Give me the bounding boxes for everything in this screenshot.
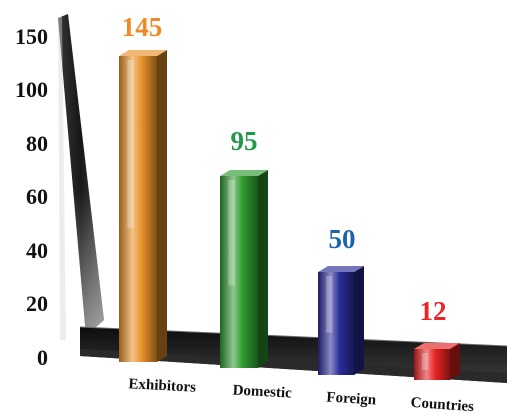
bar-domestic bbox=[220, 170, 268, 368]
value-labels: 145 95 50 12 bbox=[122, 12, 447, 326]
bar-front-face bbox=[220, 176, 258, 368]
y-tick-label: 20 bbox=[26, 291, 48, 316]
bar-highlight bbox=[127, 60, 135, 229]
bar-top-face bbox=[220, 170, 268, 176]
value-label: 145 bbox=[122, 12, 163, 42]
category-label: Foreign bbox=[326, 390, 377, 409]
bar-side-face bbox=[450, 343, 460, 380]
bar-top-face bbox=[318, 266, 364, 272]
bars bbox=[119, 50, 460, 380]
y-tick-label: 60 bbox=[26, 184, 48, 209]
y-tick-label: 0 bbox=[37, 345, 48, 370]
value-label: 50 bbox=[329, 224, 356, 254]
value-label: 95 bbox=[231, 126, 258, 156]
bar-foreign bbox=[318, 266, 364, 375]
bar-side-face bbox=[258, 170, 268, 368]
y-tick-label: 150 bbox=[15, 24, 48, 49]
bar-front-face bbox=[318, 272, 354, 375]
y-tick-label: 80 bbox=[26, 131, 48, 156]
category-label: Domestic bbox=[232, 382, 292, 401]
value-label: 12 bbox=[420, 296, 447, 326]
bar-highlight bbox=[228, 180, 236, 286]
bar-side-face bbox=[157, 50, 167, 362]
bar-highlight bbox=[325, 276, 333, 333]
bar-top-face bbox=[414, 343, 460, 349]
bar-front-face bbox=[414, 349, 450, 380]
y-tick-label: 100 bbox=[15, 77, 48, 102]
category-label: Countries bbox=[410, 395, 474, 414]
y-axis-wall bbox=[58, 14, 104, 340]
bar-side-face bbox=[354, 266, 364, 375]
bar-top-face bbox=[119, 50, 167, 56]
bar-highlight bbox=[421, 353, 429, 371]
y-axis-ticks: 0 20 40 60 80 100 150 bbox=[15, 24, 48, 370]
category-labels: Exhibitors Domestic Foreign Countries bbox=[128, 376, 475, 415]
bar-front-face bbox=[119, 56, 157, 362]
bar-countries bbox=[414, 343, 460, 380]
category-label: Exhibitors bbox=[128, 376, 196, 396]
y-tick-label: 40 bbox=[26, 238, 48, 263]
bar-exhibitors bbox=[119, 50, 167, 362]
